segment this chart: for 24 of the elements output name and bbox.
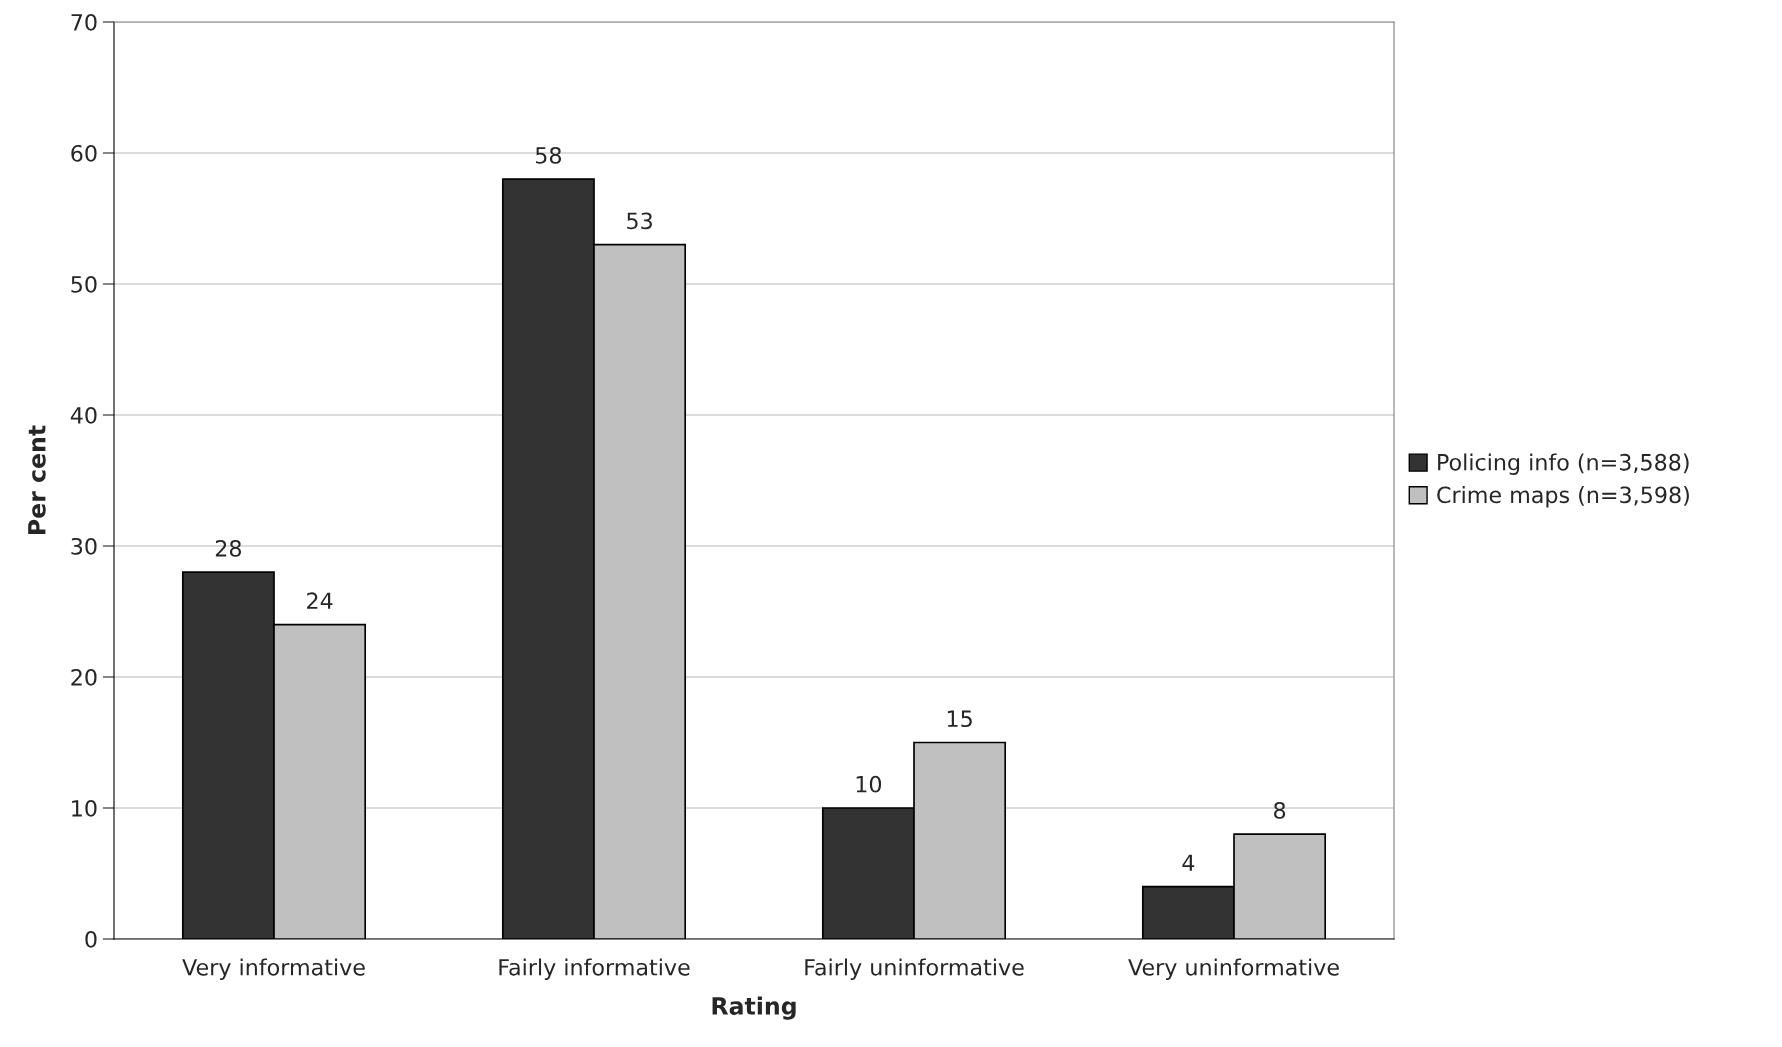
data-label: 58 bbox=[535, 146, 562, 164]
y-tick-label: 40 bbox=[70, 406, 97, 424]
y-tick-label: 50 bbox=[71, 275, 97, 293]
data-label: 8 bbox=[1274, 801, 1286, 819]
x-tick-label: Very uninformative bbox=[1128, 958, 1339, 980]
data-label: 24 bbox=[307, 592, 333, 609]
y-tick-label: 20 bbox=[71, 668, 97, 686]
y-tick-label: 30 bbox=[71, 537, 97, 555]
data-label: 15 bbox=[947, 710, 972, 728]
y-tick-label: 60 bbox=[71, 144, 97, 162]
data-label: 53 bbox=[627, 212, 652, 230]
y-axis-title: Per cent bbox=[28, 425, 46, 534]
y-tick-label: 10 bbox=[72, 799, 97, 817]
x-tick-label: Fairly informative bbox=[499, 958, 690, 980]
legend-label: Crime maps (n=3,598) bbox=[1437, 486, 1689, 508]
data-label: 28 bbox=[215, 539, 242, 557]
x-axis-title: Rating bbox=[712, 996, 796, 1020]
data-label: 4 bbox=[1182, 854, 1195, 871]
legend-label: Policing info (n=3,588) bbox=[1438, 453, 1689, 475]
x-tick-label: Very informative bbox=[182, 958, 365, 980]
data-label: 10 bbox=[856, 775, 882, 793]
y-tick-label: 0 bbox=[85, 930, 97, 948]
y-tick-label: 70 bbox=[71, 13, 97, 31]
x-tick-label: Fairly uninformative bbox=[805, 958, 1024, 980]
